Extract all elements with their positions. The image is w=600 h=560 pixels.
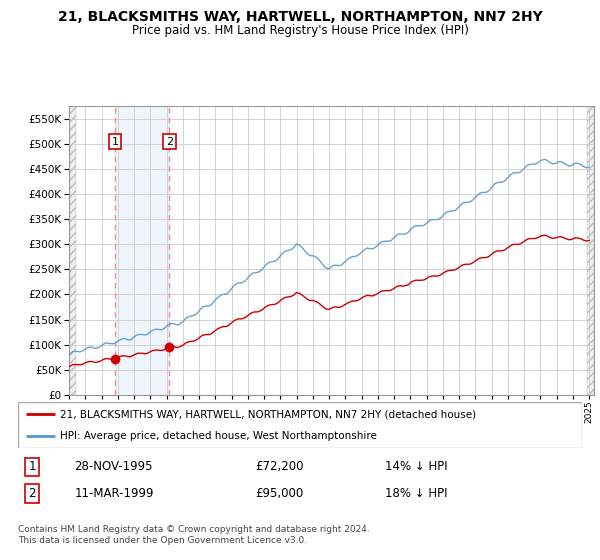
- Text: 28-NOV-1995: 28-NOV-1995: [74, 460, 153, 473]
- Text: 21, BLACKSMITHS WAY, HARTWELL, NORTHAMPTON, NN7 2HY (detached house): 21, BLACKSMITHS WAY, HARTWELL, NORTHAMPT…: [60, 409, 476, 419]
- Text: 2: 2: [166, 137, 173, 147]
- Text: 18% ↓ HPI: 18% ↓ HPI: [385, 487, 447, 500]
- Text: £72,200: £72,200: [255, 460, 304, 473]
- Text: 2: 2: [28, 487, 36, 500]
- Text: 1: 1: [28, 460, 36, 473]
- Text: 1: 1: [112, 137, 119, 147]
- Bar: [115, 106, 169, 395]
- Text: 11-MAR-1999: 11-MAR-1999: [74, 487, 154, 500]
- Text: £95,000: £95,000: [255, 487, 303, 500]
- Text: Contains HM Land Registry data © Crown copyright and database right 2024.
This d: Contains HM Land Registry data © Crown c…: [18, 525, 370, 545]
- Text: 14% ↓ HPI: 14% ↓ HPI: [385, 460, 447, 473]
- Text: HPI: Average price, detached house, West Northamptonshire: HPI: Average price, detached house, West…: [60, 431, 377, 441]
- Text: 21, BLACKSMITHS WAY, HARTWELL, NORTHAMPTON, NN7 2HY: 21, BLACKSMITHS WAY, HARTWELL, NORTHAMPT…: [58, 10, 542, 24]
- Text: Price paid vs. HM Land Registry's House Price Index (HPI): Price paid vs. HM Land Registry's House …: [131, 24, 469, 36]
- FancyBboxPatch shape: [18, 402, 582, 448]
